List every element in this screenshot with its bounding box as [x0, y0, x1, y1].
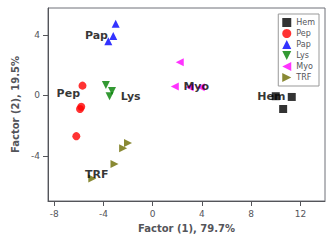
- svg-text:Factor (1), 79.7%: Factor (1), 79.7%: [138, 223, 235, 234]
- svg-text:Pap: Pap: [296, 40, 310, 49]
- svg-text:0: 0: [34, 90, 40, 100]
- svg-text:Hem: Hem: [257, 90, 285, 103]
- svg-text:Hem: Hem: [296, 18, 315, 27]
- svg-text:0: 0: [150, 209, 156, 219]
- svg-text:TRF: TRF: [295, 73, 311, 82]
- svg-text:8: 8: [248, 209, 254, 219]
- svg-text:-4: -4: [31, 151, 40, 161]
- svg-text:12: 12: [295, 209, 306, 219]
- svg-text:Pep: Pep: [57, 87, 81, 100]
- svg-text:Lys: Lys: [121, 90, 141, 103]
- svg-text:Myo: Myo: [183, 80, 209, 93]
- svg-text:4: 4: [199, 209, 205, 219]
- svg-text:Factor (2), 19.5%: Factor (2), 19.5%: [10, 56, 21, 153]
- svg-text:Myo: Myo: [296, 62, 313, 71]
- svg-text:-8: -8: [50, 209, 59, 219]
- svg-text:TRF: TRF: [85, 168, 109, 181]
- svg-text:4: 4: [34, 30, 40, 40]
- svg-text:Pap: Pap: [85, 29, 108, 42]
- svg-text:Pep: Pep: [296, 29, 311, 38]
- svg-text:-4: -4: [99, 209, 108, 219]
- svg-text:Lys: Lys: [296, 51, 309, 60]
